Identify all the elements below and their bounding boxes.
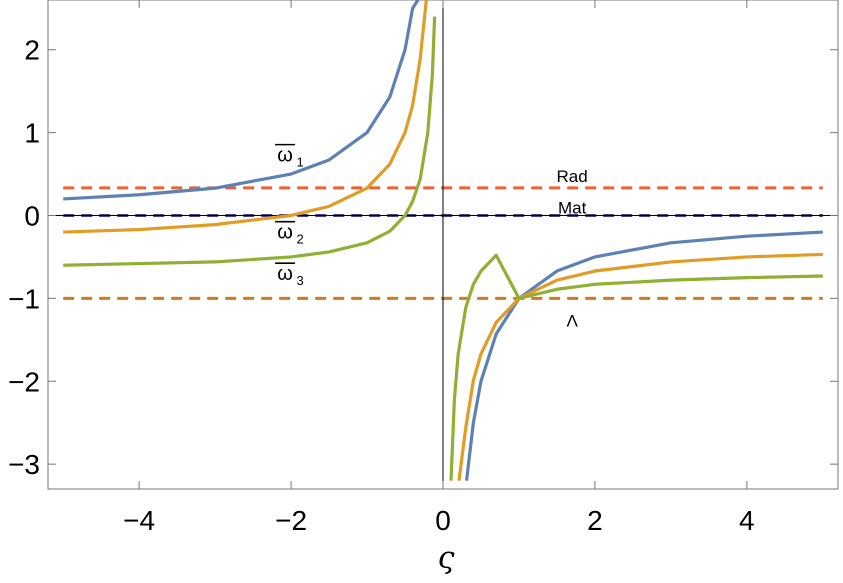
y-tick-label: 0 bbox=[24, 200, 40, 231]
series-3-branch-2 bbox=[449, 253, 823, 481]
reference-label-2: Λ bbox=[566, 311, 578, 330]
y-tick-label: −3 bbox=[8, 449, 40, 480]
x-axis-label: ς bbox=[438, 541, 455, 576]
series-label-sub: 3 bbox=[296, 273, 303, 288]
reference-label-0: Rad bbox=[557, 167, 588, 186]
x-tick-label: −4 bbox=[123, 505, 155, 536]
y-tick-label: 2 bbox=[24, 35, 40, 66]
series-label-main: ω bbox=[277, 145, 293, 167]
y-tick-label: −1 bbox=[8, 283, 40, 314]
series-label-main: ω bbox=[277, 222, 293, 244]
y-tick-label: −2 bbox=[8, 366, 40, 397]
series-1-branch-2 bbox=[464, 230, 823, 481]
reference-label-1: Mat bbox=[558, 198, 587, 217]
series-3-branch-1 bbox=[63, 16, 437, 267]
series-label-main: ω bbox=[277, 263, 293, 285]
series-1-branch-1 bbox=[63, 0, 420, 201]
series-2-branch-1 bbox=[63, 0, 428, 234]
series-label-sub: 1 bbox=[296, 155, 303, 170]
axes bbox=[48, 0, 838, 489]
x-tick-label: 0 bbox=[435, 505, 451, 536]
y-tick-label: 1 bbox=[24, 118, 40, 149]
x-tick-label: −2 bbox=[275, 505, 307, 536]
series-label-sub: 2 bbox=[296, 232, 303, 247]
curves bbox=[63, 0, 823, 481]
x-tick-label: 4 bbox=[739, 505, 755, 536]
x-tick-label: 2 bbox=[587, 505, 603, 536]
ticks: −4 −2 0 2 4 2 1 0 −1 −2 −3 bbox=[8, 0, 838, 536]
